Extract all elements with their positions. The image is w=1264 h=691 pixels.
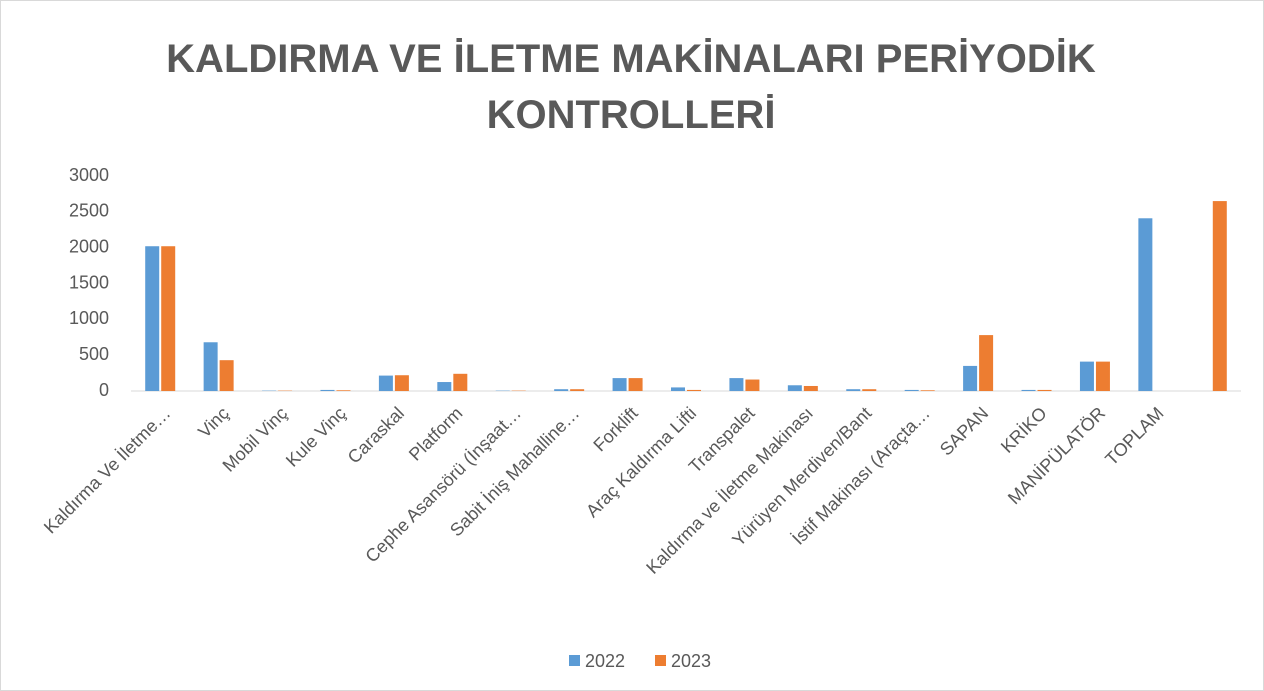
y-tick-label: 2000 [69, 236, 109, 256]
bar [1138, 218, 1153, 391]
bar [570, 389, 585, 391]
y-tick-label: 0 [99, 380, 109, 400]
bar [320, 389, 335, 391]
bar [963, 365, 978, 391]
bar [378, 375, 393, 391]
bar [1095, 361, 1110, 391]
x-tick-label: Vinç [194, 403, 233, 442]
bar [437, 382, 452, 391]
x-tick-label: Forklift [589, 403, 641, 455]
bar [671, 387, 685, 391]
bar [554, 389, 569, 391]
y-tick-label: 3000 [69, 165, 109, 185]
bar [687, 389, 701, 391]
bar [1079, 361, 1094, 391]
bar [1037, 389, 1052, 391]
bar [336, 390, 351, 391]
y-tick-label: 2500 [69, 201, 109, 221]
y-tick-label: 1500 [69, 272, 109, 292]
bar [612, 378, 627, 391]
bar [453, 373, 468, 391]
bar [161, 246, 176, 391]
y-tick-label: 1000 [69, 308, 109, 328]
bar [628, 378, 643, 391]
x-tick-label: TOPLAM [1101, 403, 1167, 469]
x-tick-label: Kule Vinç [282, 403, 350, 471]
legend-swatch [655, 655, 666, 666]
x-tick-label: SAPAN [936, 403, 992, 459]
bar [787, 385, 802, 391]
legend-label: 2022 [585, 651, 625, 671]
x-tick-label: Araç Kaldırma Lifti [582, 403, 700, 521]
chart-title: KALDIRMA VE İLETME MAKİNALARI PERİYODİK … [166, 37, 1096, 137]
legend-label: 2023 [671, 651, 711, 671]
bar [862, 389, 877, 391]
x-tick-label: Kaldırma Ve İletme… [40, 403, 174, 537]
bar [394, 375, 409, 391]
y-tick-label: 500 [79, 344, 109, 364]
bar [745, 379, 760, 391]
bar [904, 389, 919, 391]
bar [145, 246, 160, 391]
bar [203, 342, 218, 391]
bar [803, 385, 818, 391]
bar [219, 360, 234, 391]
x-tick-label: KRİKO [997, 403, 1051, 457]
bar [979, 335, 994, 391]
bar [846, 389, 861, 391]
x-tick-label: Caraskal [344, 403, 408, 467]
bar [1212, 201, 1227, 391]
bar [920, 390, 935, 391]
legend-swatch [569, 655, 580, 666]
bar [729, 378, 744, 391]
bar [1021, 389, 1036, 391]
